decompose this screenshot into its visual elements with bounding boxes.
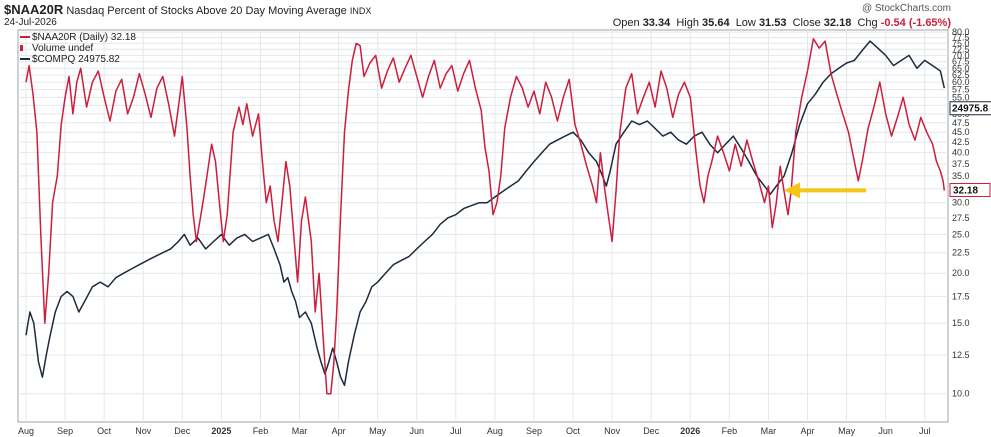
legend-item-compq: $COMPQ 24975.82 (20, 54, 120, 65)
high-label: High (676, 17, 699, 29)
close-label: Close (792, 17, 821, 29)
legend-swatch (20, 45, 23, 52)
x-tick-label: Oct (566, 426, 581, 436)
x-tick-label: May (838, 426, 856, 436)
annotation-layer (784, 182, 867, 199)
chg-value: -0.54 (-1.65%) (880, 17, 951, 29)
y-tick-label: 60.0 (952, 77, 970, 87)
compq-value-label: 24975.8 (952, 104, 989, 115)
x-tick-label: 2025 (211, 426, 231, 436)
x-tick-label: Mar (292, 426, 308, 436)
legend-label: $NAA20R (Daily) 32.18 (32, 32, 136, 43)
grid-layer (17, 29, 949, 423)
symbol: $NAA20R (4, 2, 64, 17)
legend-item-naa20r: $NAA20R (Daily) 32.18 (20, 32, 136, 43)
axis-layer: Aug Sep Oct Nov Dec 2025 Feb Mar Apr May Jun Jul Aug… (18, 27, 991, 436)
y-tick-label: 25.0 (952, 229, 970, 239)
legend-swatch (20, 36, 30, 39)
title-text: Nasdaq Percent of Stocks Above 20 Day Mo… (66, 5, 347, 17)
x-tick-label: Jun (878, 426, 893, 436)
x-tick-label: Sep (57, 426, 73, 436)
y-tick-label: 20.0 (952, 268, 970, 278)
x-tick-label: Jul (919, 426, 931, 436)
y-tick-label: 72.5 (952, 44, 970, 54)
x-tick-label: Dec (174, 426, 191, 436)
x-tick-label: Apr (801, 426, 815, 436)
y-tick-label: 45.0 (952, 127, 970, 137)
last-value-box (949, 183, 991, 198)
high-value: 35.64 (702, 17, 730, 29)
last-value-label: 32.18 (953, 186, 978, 197)
x-tick-label: Jun (409, 426, 424, 436)
chart-date: 24-Jul-2026 (4, 17, 57, 28)
close-value: 32.18 (823, 17, 852, 29)
y-tick-label: 17.5 (952, 291, 970, 301)
y-tick-label: 77.5 (952, 33, 970, 43)
x-tick-label: Feb (722, 426, 738, 436)
y-tick-label: 67.5 (952, 57, 970, 67)
y-tick-label: 35.0 (952, 171, 970, 181)
series-line-compq (25, 40, 946, 387)
y-tick-label: 30.0 (952, 198, 970, 208)
y-tick-label: 37.5 (952, 159, 970, 169)
x-tick-label: Nov (604, 426, 621, 436)
chart-title: $NAA20R Nasdaq Percent of Stocks Above 2… (4, 2, 371, 17)
y-tick-label: 10.0 (952, 389, 970, 399)
y-tick-label: 75.0 (952, 38, 970, 48)
exchange: INDX (349, 6, 372, 16)
y-tick-label: 12.5 (952, 350, 970, 360)
low-label: Low (735, 17, 756, 29)
y-tick-label: 42.5 (952, 137, 970, 147)
chg-label: Chg (857, 17, 878, 29)
y-tick-label: 22.5 (952, 248, 970, 258)
y-tick-label: 65.0 (952, 63, 970, 73)
x-tick-label: May (369, 426, 387, 436)
x-tick-label: Nov (135, 426, 152, 436)
x-tick-label: Mar (761, 426, 777, 436)
y-tick-label: 15.0 (952, 318, 970, 328)
open-value: 33.34 (642, 17, 671, 29)
series-line-naa20r (25, 38, 946, 395)
open-label: Open (612, 17, 640, 29)
x-tick-label: Feb (253, 426, 269, 436)
y-tick-label: 55.0 (952, 92, 970, 102)
ohlc-readout: Open 33.34 High 35.64 Low 31.53 Close 32… (613, 17, 951, 29)
legend-label: Volume undef (32, 43, 94, 54)
x-tick-label: 2026 (680, 426, 700, 436)
x-tick-label: Oct (97, 426, 112, 436)
y-tick-label: 47.5 (952, 118, 970, 128)
x-tick-label: Sep (526, 426, 542, 436)
y-tick-label: 40.0 (952, 148, 970, 158)
x-tick-label: Apr (332, 426, 346, 436)
legend-swatch (20, 58, 30, 61)
legend-item-volume: Volume undef (20, 43, 93, 54)
x-tick-label: Dec (643, 426, 660, 436)
annotation-arrow-head (784, 182, 801, 199)
legend-label: $COMPQ 24975.82 (32, 54, 120, 65)
y-tick-label: 57.5 (952, 85, 970, 95)
compq-value-box (949, 101, 991, 116)
y-tick-label: 80.0 (952, 27, 970, 37)
x-tick-label: Jul (450, 426, 462, 436)
series-layer (25, 38, 946, 395)
low-value: 31.53 (758, 17, 787, 29)
x-tick-label: Aug (487, 426, 503, 436)
y-tick-label: 70.0 (952, 50, 970, 60)
plot-area (17, 29, 949, 423)
x-tick-label: Aug (18, 426, 34, 436)
y-tick-label: 62.5 (952, 70, 970, 80)
watermark: @ StockCharts.com (861, 3, 951, 14)
y-tick-label: 27.5 (952, 213, 970, 223)
